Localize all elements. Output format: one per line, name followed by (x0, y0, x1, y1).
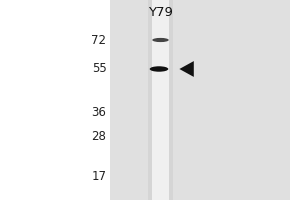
Text: 28: 28 (92, 130, 106, 142)
Bar (148, 0, 173, 200)
Text: Y79: Y79 (148, 6, 173, 20)
Bar (169, 0, 173, 200)
Text: 72: 72 (92, 33, 106, 46)
Ellipse shape (152, 38, 169, 42)
Text: 55: 55 (92, 62, 106, 75)
Ellipse shape (150, 66, 168, 72)
Bar (110, 0, 290, 200)
Bar (148, 0, 152, 200)
Polygon shape (179, 61, 194, 77)
Text: 36: 36 (92, 106, 106, 119)
Text: 17: 17 (92, 170, 106, 184)
